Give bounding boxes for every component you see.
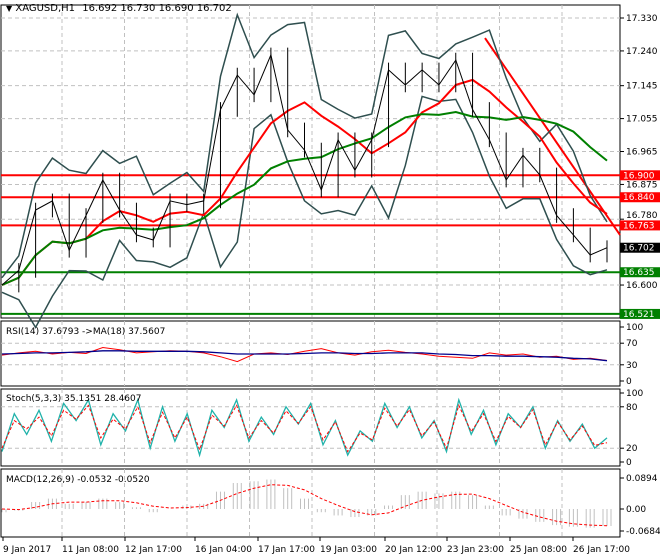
price-tick-label: 16.965: [626, 148, 658, 158]
macd-signal-line: [1, 484, 608, 527]
indicator-tick-label: 0.00: [626, 505, 646, 515]
stoch-signal-line: [1, 403, 608, 453]
symbol-label: XAGUSD,H1: [15, 3, 76, 14]
stoch-label: Stoch(5,3,3) 35.1351 28.4607: [6, 394, 141, 404]
level-price-label: 16.635: [623, 268, 655, 278]
level-price-label: 16.521: [623, 310, 655, 320]
time-tick-label: 20 Jan 12:00: [385, 545, 442, 555]
rsi-label: RSI(14) 37.6793 ->MA(18) 37.5607: [6, 327, 165, 337]
price-tick-label: 17.055: [626, 115, 658, 125]
indicator-tick-label: 0: [626, 377, 632, 387]
macd-label: MACD(12,26,9) -0.0532 -0.0520: [6, 475, 150, 485]
ohlc-label: 16.692 16.730 16.690 16.702: [82, 3, 232, 14]
macd-panel-frame: [0, 468, 621, 538]
stoch-main-line: [1, 397, 608, 458]
current-price-label: 16.702: [623, 244, 655, 254]
rsi-ma-line: [1, 350, 608, 362]
trendline: [484, 37, 621, 236]
price-line: [1, 53, 608, 286]
chart-title: ▼ XAGUSD,H1 16.692 16.730 16.690 16.702: [6, 3, 232, 14]
ma-fast-line: [1, 78, 608, 286]
price-tick-label: 17.240: [626, 47, 658, 57]
price-tick-label: 16.875: [626, 180, 658, 190]
current-price-badge: [620, 242, 660, 253]
time-tick-label: 9 Jan 2017: [3, 545, 51, 555]
indicator-tick-label: 30: [626, 361, 638, 371]
rsi-panel-frame: [0, 320, 621, 387]
indicator-tick-label: 0: [626, 458, 632, 468]
time-tick-label: 19 Jan 03:00: [320, 545, 377, 555]
indicator-tick-label: -0.0684: [626, 527, 660, 537]
indicator-tick-label: 100: [626, 323, 643, 333]
level-price-badge: [620, 192, 660, 203]
price-tick-label: 16.600: [626, 281, 658, 291]
bollinger-upper: [1, 12, 608, 279]
level-price-label: 16.763: [623, 221, 655, 231]
time-tick-label: 11 Jan 08:00: [62, 545, 119, 555]
level-price-badge: [620, 308, 660, 319]
triangle-down-icon[interactable]: ▼: [6, 4, 13, 13]
level-price-label: 16.900: [623, 171, 655, 181]
level-price-badge: [620, 267, 660, 278]
time-tick-label: 26 Jan 17:00: [573, 545, 630, 555]
ma-slow-line: [1, 110, 608, 286]
time-tick-label: 16 Jan 04:00: [195, 545, 252, 555]
rsi-line: [1, 346, 608, 363]
indicator-tick-label: 20: [626, 444, 638, 454]
time-tick-label: 12 Jan 17:00: [125, 545, 182, 555]
indicator-tick-label: 0.0894: [626, 474, 658, 484]
time-tick-label: 23 Jan 23:00: [447, 545, 504, 555]
time-tick-label: 25 Jan 08:00: [510, 545, 567, 555]
stoch-panel-frame: [0, 388, 621, 467]
time-tick-label: 17 Jan 17:00: [258, 545, 315, 555]
indicator-tick-label: 100: [626, 389, 643, 399]
indicator-tick-label: 70: [626, 339, 638, 349]
level-price-label: 16.840: [623, 193, 655, 203]
price-panel-frame: [0, 4, 621, 319]
price-tick-label: 17.330: [626, 14, 658, 24]
level-price-badge: [620, 170, 660, 181]
level-price-badge: [620, 220, 660, 231]
price-tick-label: 17.145: [626, 82, 658, 92]
indicator-tick-label: 80: [626, 403, 638, 413]
price-tick-label: 16.780: [626, 211, 658, 221]
bollinger-lower: [1, 95, 608, 329]
